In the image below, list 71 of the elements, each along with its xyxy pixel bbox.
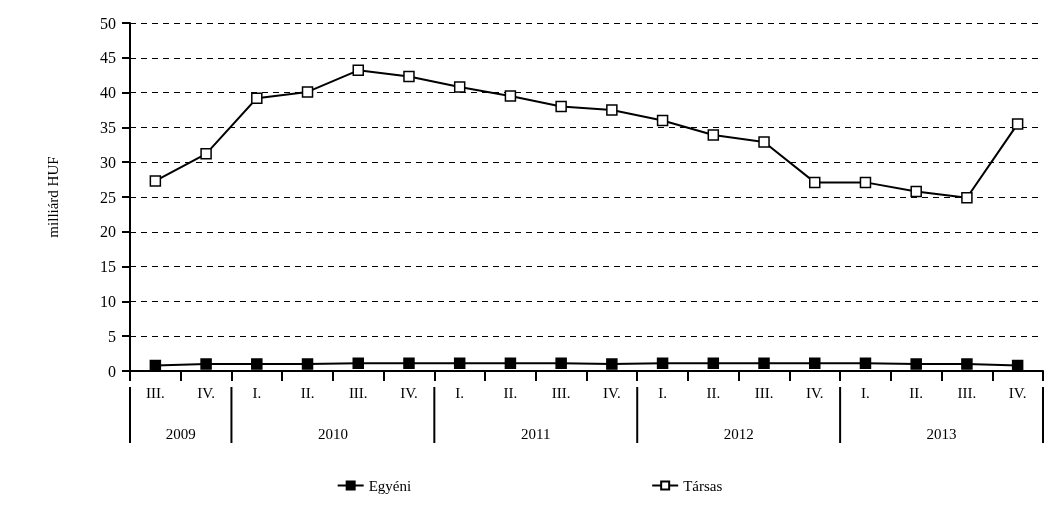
y-tick-label: 5	[108, 327, 116, 345]
text: 2009	[165, 426, 196, 442]
point	[453, 81, 466, 93]
point	[504, 90, 517, 102]
x-tick-label: IV.	[197, 384, 215, 401]
text: 2013	[926, 426, 957, 442]
point	[251, 358, 263, 370]
x-tick-label: IV.	[603, 384, 621, 401]
x-tick-label: I.	[455, 384, 465, 401]
y-tick-label: 30	[100, 153, 116, 171]
point	[606, 104, 618, 116]
point	[200, 148, 212, 160]
y-tick-label: 45	[100, 49, 116, 67]
point	[504, 357, 517, 370]
x-tick-label: III.	[348, 384, 368, 401]
y-tick-label: 20	[100, 223, 116, 241]
x-tick-label: II.	[706, 384, 721, 401]
point	[403, 70, 415, 83]
x-tick-label: I.	[252, 384, 262, 401]
point	[301, 358, 314, 370]
point	[910, 185, 922, 198]
point	[403, 357, 415, 370]
point	[301, 86, 314, 98]
x-tick-label: III.	[754, 384, 774, 401]
x-tick-label: II.	[300, 384, 315, 401]
x-tick-label: IV.	[805, 384, 824, 401]
y-tick-label: 35	[100, 118, 116, 136]
point	[961, 191, 973, 204]
point	[859, 357, 872, 370]
y-tick-label: 10	[100, 292, 116, 310]
point	[809, 357, 821, 370]
point	[555, 357, 567, 370]
point	[758, 136, 770, 148]
y-tick-label: 40	[100, 84, 116, 102]
x-tick-label: II.	[503, 384, 518, 401]
point	[1011, 118, 1024, 130]
x-tick-label: III.	[145, 384, 165, 401]
legend-label: Egyéni	[368, 477, 412, 494]
point	[656, 114, 669, 127]
point	[910, 358, 922, 370]
point	[809, 176, 821, 189]
x-tick-label: III.	[551, 384, 571, 401]
point	[656, 357, 669, 370]
y-tick-label: 15	[100, 258, 116, 276]
x-tick-label: I.	[658, 384, 667, 401]
y-tick-label: 50	[100, 14, 116, 32]
point	[961, 358, 973, 370]
point	[200, 358, 212, 370]
point	[758, 357, 770, 370]
y-axis-title: milliárd HUF	[44, 156, 61, 238]
point	[707, 357, 720, 370]
point	[149, 175, 162, 187]
point	[352, 64, 364, 77]
text: 2010	[317, 426, 348, 442]
text: 2012	[723, 426, 754, 442]
x-tick-label: II.	[909, 384, 924, 401]
point	[251, 92, 263, 104]
point	[606, 358, 618, 370]
x-tick-label: IV.	[1008, 384, 1027, 401]
y-tick-label: 0	[108, 362, 116, 380]
legend-label: Társas	[683, 477, 723, 494]
point	[555, 100, 567, 113]
x-tick-label: III.	[957, 384, 977, 401]
point	[707, 129, 720, 141]
text: 2011	[521, 426, 551, 442]
x-tick-label: I.	[861, 384, 870, 401]
point	[453, 357, 466, 370]
point	[859, 176, 872, 189]
point	[352, 357, 364, 370]
y-tick-label: 25	[100, 188, 116, 206]
x-tick-label: IV.	[400, 384, 418, 401]
